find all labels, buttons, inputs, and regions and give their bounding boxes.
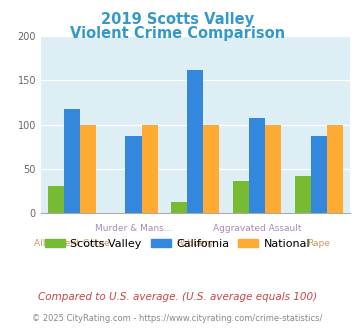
Bar	[80, 124, 96, 213]
Bar	[64, 109, 80, 213]
Text: Robbery: Robbery	[176, 239, 214, 248]
Bar	[48, 186, 64, 213]
Bar	[142, 124, 158, 213]
Bar	[265, 124, 281, 213]
Bar	[295, 176, 311, 213]
Bar	[125, 136, 142, 213]
Text: Compared to U.S. average. (U.S. average equals 100): Compared to U.S. average. (U.S. average …	[38, 292, 317, 302]
Legend: Scotts Valley, California, National: Scotts Valley, California, National	[40, 235, 315, 253]
Bar	[187, 70, 203, 213]
Text: All Violent Crime: All Violent Crime	[34, 239, 110, 248]
Text: © 2025 CityRating.com - https://www.cityrating.com/crime-statistics/: © 2025 CityRating.com - https://www.city…	[32, 314, 323, 323]
Bar	[233, 181, 249, 213]
Bar	[311, 136, 327, 213]
Text: Rape: Rape	[307, 239, 330, 248]
Bar	[327, 124, 343, 213]
Bar	[249, 117, 265, 213]
Bar	[203, 124, 219, 213]
Bar	[171, 202, 187, 213]
Text: Aggravated Assault: Aggravated Assault	[213, 224, 301, 233]
Text: Violent Crime Comparison: Violent Crime Comparison	[70, 26, 285, 41]
Text: 2019 Scotts Valley: 2019 Scotts Valley	[101, 12, 254, 26]
Text: Murder & Mans...: Murder & Mans...	[95, 224, 172, 233]
